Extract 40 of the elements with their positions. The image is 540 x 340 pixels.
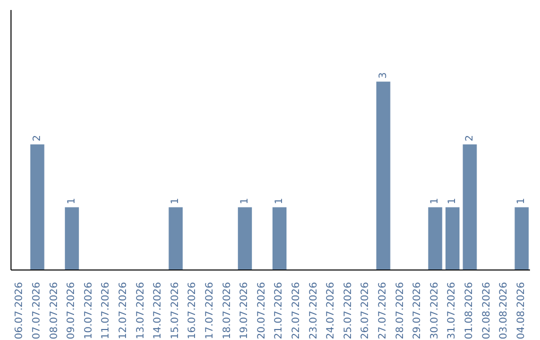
data-label: 1	[430, 198, 441, 204]
data-label: 1	[170, 198, 182, 204]
x-tick-label: 28.07.2026	[394, 282, 406, 340]
data-label: 1	[447, 198, 458, 204]
data-label: 2	[32, 135, 43, 142]
x-tick-label: 02.08.2026	[481, 282, 492, 340]
x-tick-label: 18.07.2026	[222, 282, 233, 340]
x-tick-label: 31.07.2026	[446, 282, 458, 340]
x-tick-label: 07.07.2026	[31, 282, 42, 340]
x-tick-label: 13.07.2026	[135, 282, 146, 340]
x-tick-label: 10.07.2026	[83, 282, 94, 340]
x-tick-label: 22.07.2026	[290, 282, 302, 340]
x-tick-label: 24.07.2026	[326, 282, 337, 340]
x-tick-label: 17.07.2026	[204, 282, 216, 340]
data-label: 1	[516, 198, 528, 204]
data-label: 1	[274, 198, 285, 204]
x-tick-label: 30.07.2026	[429, 282, 440, 340]
data-label: 3	[378, 72, 389, 79]
x-tick-label: 12.07.2026	[118, 282, 129, 340]
x-tick-label: 25.07.2026	[342, 282, 354, 340]
x-tick-label: 23.07.2026	[308, 282, 320, 340]
x-tick-label: 14.07.2026	[152, 282, 164, 340]
x-tick-label: 03.08.2026	[498, 282, 510, 340]
x-tick-label: 20.07.2026	[256, 282, 268, 340]
x-tick-label: 15.07.2026	[170, 282, 181, 340]
x-tick-label: 16.07.2026	[187, 282, 198, 340]
data-label: 1	[239, 198, 250, 204]
x-tick-label: 09.07.2026	[66, 282, 78, 340]
x-tick-label: 04.08.2026	[516, 282, 527, 340]
data-label: 1	[66, 198, 78, 204]
x-tick-label: 19.07.2026	[239, 282, 250, 340]
x-tick-label: 08.07.2026	[48, 282, 60, 340]
x-tick-label: 29.07.2026	[412, 282, 424, 340]
x-tick-label: 21.07.2026	[274, 282, 285, 340]
x-tick-label: 11.07.2026	[100, 282, 112, 340]
x-tick-label: 26.07.2026	[360, 282, 372, 340]
data-label: 2	[464, 135, 476, 142]
x-tick-label: 01.08.2026	[464, 282, 475, 340]
x-tick-label: 06.07.2026	[14, 282, 26, 340]
x-tick-label: 27.07.2026	[377, 282, 388, 340]
